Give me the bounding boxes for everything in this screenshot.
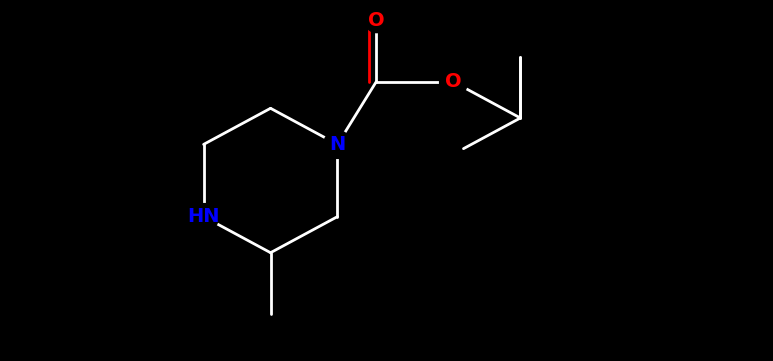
Text: N: N	[329, 135, 346, 154]
Text: O: O	[445, 72, 461, 91]
Text: HN: HN	[187, 207, 220, 226]
Text: O: O	[368, 11, 384, 30]
